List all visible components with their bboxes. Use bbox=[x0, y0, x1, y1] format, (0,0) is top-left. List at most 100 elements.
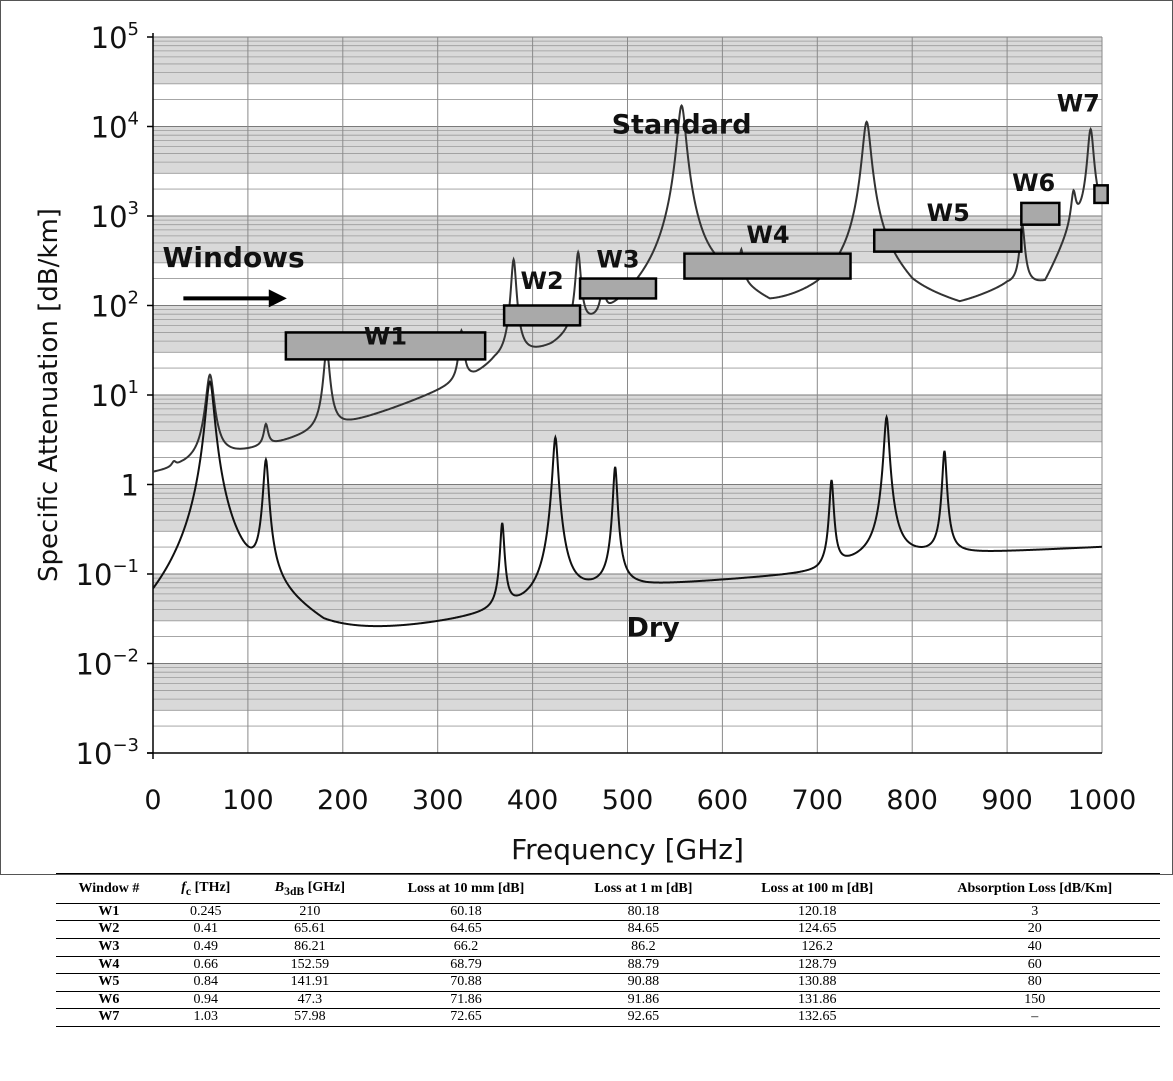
cell-loss-100m: 126.2 bbox=[724, 938, 910, 957]
cell-loss-10mm: 71.86 bbox=[370, 991, 562, 1010]
cell-window: W6 bbox=[56, 991, 162, 1010]
cell-bandwidth: 210 bbox=[249, 902, 371, 922]
cell-loss-1m: 92.65 bbox=[561, 1008, 725, 1027]
window-table: Window # fc [THz] B3dB [GHz] Loss at 10 … bbox=[56, 873, 1160, 1027]
cell-fc: 0.41 bbox=[161, 920, 250, 939]
cell-loss-10mm: 64.65 bbox=[370, 920, 562, 939]
cell-loss-100m: 132.65 bbox=[724, 1008, 910, 1027]
cell-absorption-loss: 150 bbox=[909, 991, 1160, 1010]
window-label-w6: W6 bbox=[1012, 169, 1055, 197]
cell-fc: 0.245 bbox=[161, 902, 250, 922]
table-header-row: Window # fc [THz] B3dB [GHz] Loss at 10 … bbox=[56, 873, 1160, 904]
cell-absorption-loss: 60 bbox=[909, 956, 1160, 975]
y-tick-label: 105 bbox=[91, 19, 139, 55]
table-row: W4 0.66 152.59 68.79 88.79 128.79 60 bbox=[56, 956, 1160, 975]
table-row: W1 0.245 210 60.18 80.18 120.18 3 bbox=[56, 902, 1160, 922]
x-tick-label: 700 bbox=[792, 785, 844, 816]
y-tick-label: 103 bbox=[91, 198, 139, 234]
annotation-standard: Standard bbox=[612, 109, 752, 140]
table-row: W2 0.41 65.61 64.65 84.65 124.65 20 bbox=[56, 920, 1160, 939]
x-tick-label: 300 bbox=[412, 785, 464, 816]
window-label-w2: W2 bbox=[521, 267, 564, 295]
header-fc-unit: [THz] bbox=[191, 880, 231, 895]
windows-arrow-head bbox=[268, 289, 287, 308]
cell-loss-100m: 128.79 bbox=[724, 956, 910, 975]
x-tick-label: 0 bbox=[144, 785, 161, 816]
series-line-dry bbox=[152, 380, 1103, 628]
annotation-dry: Dry bbox=[626, 613, 680, 644]
x-axis-title: Frequency [GHz] bbox=[511, 833, 744, 866]
cell-loss-1m: 91.86 bbox=[561, 991, 725, 1010]
cell-bandwidth: 152.59 bbox=[249, 956, 371, 975]
cell-window: W2 bbox=[56, 920, 162, 939]
x-tick-label: 1000 bbox=[1068, 785, 1137, 816]
cell-absorption-loss: 20 bbox=[909, 920, 1160, 939]
table-body: W1 0.245 210 60.18 80.18 120.18 3 W2 0.41 65.61 64… bbox=[56, 902, 1160, 1027]
y-tick-label: 10−3 bbox=[76, 735, 139, 771]
header-b-symbol: B bbox=[274, 880, 285, 895]
window-box-w4 bbox=[683, 252, 852, 280]
cell-bandwidth: 141.91 bbox=[249, 973, 371, 992]
cell-window: W5 bbox=[56, 973, 162, 992]
header-b-sub: 3dB bbox=[284, 884, 305, 898]
cell-loss-1m: 88.79 bbox=[561, 956, 725, 975]
window-label-w4: W4 bbox=[746, 221, 789, 249]
header-loss-1m: Loss at 1 m [dB] bbox=[561, 873, 725, 904]
header-window: Window # bbox=[56, 873, 162, 904]
table-row: W7 1.03 57.98 72.65 92.65 132.65– bbox=[56, 1008, 1160, 1027]
window-box-w5 bbox=[872, 228, 1023, 253]
y-tick-label: 10−1 bbox=[76, 556, 139, 592]
annotation-windows: Windows bbox=[162, 241, 304, 274]
windows-group: W1 W2 W3 W4 W5 W6 W7 bbox=[284, 89, 1109, 361]
cell-bandwidth: 65.61 bbox=[249, 920, 371, 939]
cell-bandwidth: 57.98 bbox=[249, 1008, 371, 1027]
window-label-w7: W7 bbox=[1057, 89, 1100, 117]
attenuation-chart: W1W2W3W4W5W6W7StandardDryWindows10510410… bbox=[34, 19, 1137, 866]
cell-fc: 1.03 bbox=[161, 1008, 250, 1027]
header-fc-sub: c bbox=[185, 884, 192, 898]
window-box-w3 bbox=[578, 277, 658, 300]
window-box-w7 bbox=[1093, 184, 1109, 205]
y-axis-title: Specific Attenuation [dB/km] bbox=[34, 208, 64, 582]
window-label-w1: W1 bbox=[364, 322, 407, 350]
cell-absorption-loss: 3 bbox=[909, 902, 1160, 922]
cell-absorption-loss: 80 bbox=[909, 973, 1160, 992]
cell-loss-1m: 86.2 bbox=[561, 938, 725, 957]
cell-loss-10mm: 68.79 bbox=[370, 956, 562, 975]
table-row: W6 0.94 47.3 71.86 91.86 131.86 150 bbox=[56, 991, 1160, 1010]
window-label-w5: W5 bbox=[927, 199, 970, 227]
window-label-w3: W3 bbox=[596, 246, 639, 274]
window-box-w1 bbox=[284, 331, 487, 361]
x-tick-label: 400 bbox=[507, 785, 559, 816]
cell-loss-100m: 120.18 bbox=[724, 902, 910, 922]
x-tick-label: 100 bbox=[222, 785, 274, 816]
cell-loss-10mm: 72.65 bbox=[370, 1008, 562, 1027]
y-tick-label: 10−2 bbox=[76, 646, 139, 682]
header-bandwidth: B3dB [GHz] bbox=[249, 873, 371, 904]
cell-loss-100m: 124.65 bbox=[724, 920, 910, 939]
cell-fc: 0.66 bbox=[161, 956, 250, 975]
header-fc-symbol: f bbox=[181, 880, 186, 895]
window-table-panel: Window # fc [THz] B3dB [GHz] Loss at 10 … bbox=[56, 873, 1160, 1027]
cell-window: W7 bbox=[56, 1008, 162, 1027]
cell-absorption-loss: – bbox=[909, 1008, 1160, 1027]
grid-lines bbox=[153, 36, 1103, 754]
cell-window: W4 bbox=[56, 956, 162, 975]
header-loss-10mm: Loss at 10 mm [dB] bbox=[370, 873, 562, 904]
cell-fc: 0.84 bbox=[161, 973, 250, 992]
header-b-unit: [GHz] bbox=[304, 880, 346, 895]
cell-fc: 0.94 bbox=[161, 991, 250, 1010]
window-box-w6 bbox=[1020, 201, 1061, 226]
cell-loss-10mm: 66.2 bbox=[370, 938, 562, 957]
x-tick-label: 600 bbox=[697, 785, 749, 816]
cell-window: W3 bbox=[56, 938, 162, 957]
cell-absorption-loss: 40 bbox=[909, 938, 1160, 957]
x-tick-label: 200 bbox=[317, 785, 369, 816]
header-loss-100m: Loss at 100 m [dB] bbox=[724, 873, 910, 904]
y-tick-label: 104 bbox=[91, 109, 139, 145]
table-row: W5 0.84 141.91 70.88 90.88 130.88 80 bbox=[56, 973, 1160, 992]
y-tick-label: 1 bbox=[121, 469, 139, 503]
cell-loss-100m: 130.88 bbox=[724, 973, 910, 992]
cell-loss-10mm: 70.88 bbox=[370, 973, 562, 992]
y-tick-label: 102 bbox=[91, 288, 139, 324]
